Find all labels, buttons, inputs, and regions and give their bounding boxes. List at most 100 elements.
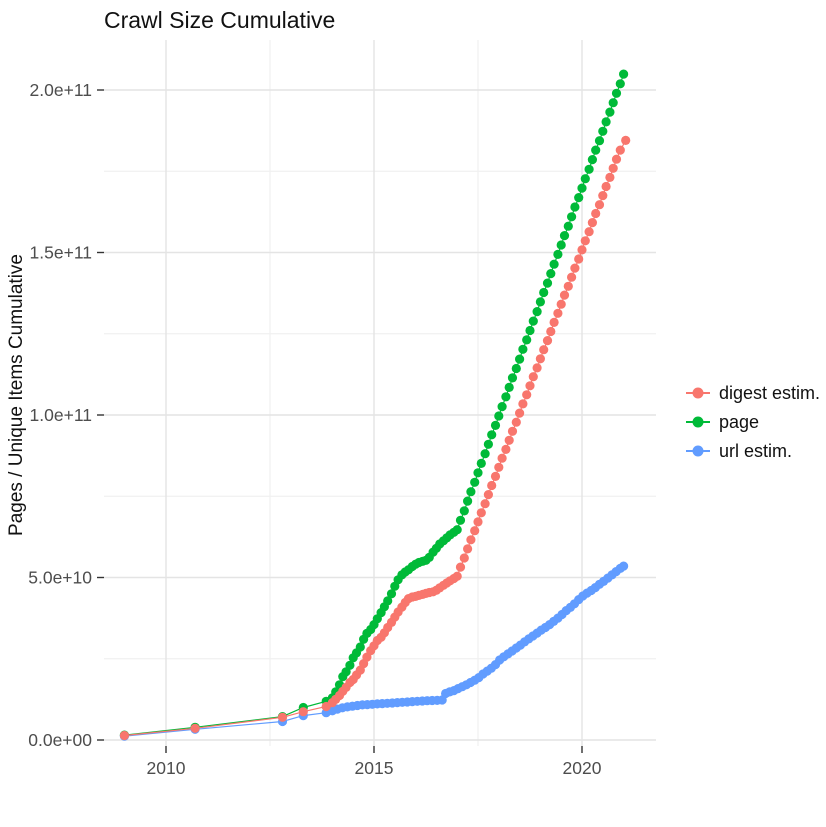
series-digest-estim-point — [518, 399, 528, 409]
series-page-point — [563, 221, 573, 231]
series-digest-estim-point — [615, 145, 625, 155]
series-page-point — [345, 660, 355, 670]
series-digest-estim-point — [298, 707, 308, 717]
series-digest-estim-point — [567, 272, 577, 282]
series-page-point — [608, 98, 618, 108]
series-page-point — [525, 325, 535, 336]
series-page-point — [383, 596, 393, 606]
legend-item-label: digest estim. — [719, 383, 820, 403]
series-digest-estim-point — [455, 562, 466, 572]
series-page-point — [611, 88, 622, 98]
series-digest-estim-point — [591, 208, 601, 219]
series-url-estim-point — [619, 561, 629, 571]
series-page-point — [511, 363, 521, 374]
x-tick-label: 2015 — [355, 758, 394, 778]
series-page-point — [570, 202, 580, 212]
series-page-point — [466, 487, 476, 497]
series-digest-estim-point — [507, 426, 518, 436]
series-page-point — [556, 240, 566, 250]
series-digest-estim-point — [598, 191, 608, 201]
series-digest-estim-point — [549, 317, 559, 327]
series-digest-estim-point — [535, 354, 546, 364]
series-page-point — [459, 506, 469, 516]
series-digest-estim-point — [553, 308, 563, 318]
series-digest-estim-point — [577, 245, 587, 255]
series-digest-estim-point — [594, 200, 605, 210]
series-digest-estim-point — [459, 553, 469, 563]
legend-item-label: url estim. — [719, 441, 792, 461]
series-page-point — [473, 468, 483, 478]
series-digest-estim-point — [119, 730, 129, 741]
series-digest-estim-point — [563, 281, 573, 291]
series-digest-estim-point — [546, 326, 556, 337]
series-page-point — [594, 136, 605, 146]
series-page-point — [542, 278, 553, 288]
series-digest-estim-point — [511, 417, 521, 427]
series-page-point — [549, 259, 559, 269]
series-page-point — [487, 430, 497, 440]
series-digest-estim-point — [497, 453, 507, 463]
y-tick-label: 2.0e+11 — [30, 80, 92, 100]
series-digest-estim-point — [504, 435, 514, 445]
series-digest-estim-point — [452, 571, 462, 581]
series-digest-estim-point — [574, 254, 584, 264]
series-page-point — [619, 69, 629, 79]
legend-key-point — [692, 445, 704, 457]
series-page-point — [463, 496, 473, 506]
series-digest-estim-point — [525, 381, 535, 391]
series-page-point — [494, 411, 504, 421]
series-digest-estim-point — [621, 135, 631, 145]
series-digest-estim-point — [528, 372, 538, 382]
series-digest-estim-point — [580, 236, 590, 246]
legend-key-point — [692, 416, 704, 428]
series-page-point — [559, 231, 570, 241]
series-digest-estim-point — [542, 336, 553, 346]
series-digest-estim-point — [501, 444, 511, 454]
x-tick-label: 2020 — [563, 758, 602, 778]
series-page-point — [386, 589, 397, 599]
series-digest-estim-point — [515, 408, 525, 418]
series-page-point — [591, 145, 601, 155]
series-digest-estim-point — [490, 471, 501, 481]
series-page-point — [535, 297, 546, 307]
series-digest-estim-point — [601, 181, 611, 192]
series-digest-estim-point — [466, 535, 476, 545]
series-page-point — [490, 420, 501, 430]
series-page-point — [567, 212, 577, 222]
series-page-point — [501, 392, 511, 402]
series-page-point — [480, 449, 490, 459]
series-digest-estim-point — [539, 345, 549, 355]
series-digest-estim-point — [190, 723, 200, 733]
chart-title: Crawl Size Cumulative — [104, 7, 336, 33]
series-page-point — [553, 249, 563, 259]
series-digest-estim-point — [532, 363, 542, 373]
y-tick-label: 1.5e+11 — [30, 243, 92, 263]
series-page-point — [455, 515, 466, 525]
series-page-point — [515, 354, 525, 364]
series-page-point — [518, 344, 528, 354]
series-digest-estim-point — [487, 480, 497, 491]
series-digest-estim-point — [587, 218, 598, 228]
series-digest-estim-point — [494, 462, 504, 472]
series-page-point — [532, 307, 542, 317]
series-page-point — [598, 126, 608, 136]
series-page-point — [476, 458, 486, 468]
series-page-point — [522, 335, 532, 345]
legend-key-point — [692, 387, 704, 399]
series-page-point — [587, 155, 598, 165]
series-digest-estim-point — [556, 299, 566, 309]
series-page-point — [574, 193, 584, 203]
series-digest-estim-point — [570, 263, 580, 273]
series-page-point — [483, 439, 493, 449]
series-page-point — [601, 117, 611, 127]
series-page-point — [615, 79, 625, 89]
series-page-point — [355, 642, 365, 652]
series-page-point — [584, 164, 594, 174]
legend-item-label: page — [719, 412, 759, 432]
series-page-point — [507, 373, 518, 383]
series-page-point — [497, 402, 507, 412]
y-tick-label: 0.0e+00 — [28, 730, 92, 750]
series-digest-estim-point — [608, 163, 618, 173]
